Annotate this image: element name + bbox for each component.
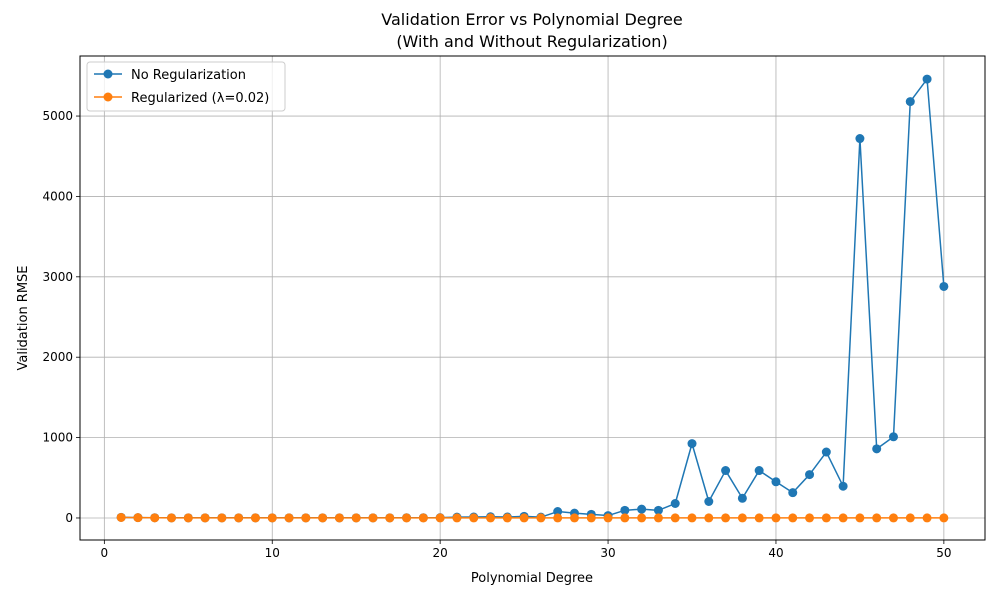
data-point-regularized bbox=[251, 513, 260, 522]
legend-label-regularized: Regularized (λ=0.02) bbox=[131, 91, 269, 106]
data-point-regularized bbox=[217, 513, 226, 522]
legend: No Regularization Regularized (λ=0.02) bbox=[87, 62, 285, 111]
data-point-regularized bbox=[167, 513, 176, 522]
data-point-regularized bbox=[503, 513, 512, 522]
y-tick-label: 5000 bbox=[42, 109, 73, 123]
y-tick-label: 3000 bbox=[42, 270, 73, 284]
y-tick-label: 4000 bbox=[42, 189, 73, 203]
data-point-regularized bbox=[839, 513, 848, 522]
data-point-no-regularization bbox=[755, 466, 764, 475]
x-tick-label: 20 bbox=[433, 546, 448, 560]
data-point-regularized bbox=[738, 513, 747, 522]
data-point-no-regularization bbox=[671, 499, 680, 508]
data-point-regularized bbox=[805, 513, 814, 522]
data-point-regularized bbox=[704, 513, 713, 522]
data-point-regularized bbox=[721, 513, 730, 522]
data-point-no-regularization bbox=[822, 448, 831, 457]
data-point-regularized bbox=[587, 513, 596, 522]
data-point-no-regularization bbox=[721, 466, 730, 475]
legend-label-no-regularization: No Regularization bbox=[131, 68, 246, 83]
data-point-no-regularization bbox=[788, 488, 797, 497]
data-point-regularized bbox=[402, 513, 411, 522]
data-point-no-regularization bbox=[637, 505, 646, 514]
data-point-regularized bbox=[604, 513, 613, 522]
data-point-regularized bbox=[688, 513, 697, 522]
data-point-no-regularization bbox=[855, 134, 864, 143]
data-point-regularized bbox=[318, 513, 327, 522]
chart-subtitle: (With and Without Regularization) bbox=[396, 32, 667, 51]
data-point-no-regularization bbox=[872, 444, 881, 453]
data-point-regularized bbox=[520, 513, 529, 522]
chart-title: Validation Error vs Polynomial Degree bbox=[381, 10, 682, 29]
y-tick-label: 2000 bbox=[42, 350, 73, 364]
data-point-no-regularization bbox=[839, 482, 848, 491]
data-point-regularized bbox=[301, 513, 310, 522]
x-tick-label: 0 bbox=[101, 546, 109, 560]
data-point-regularized bbox=[117, 513, 126, 522]
data-point-regularized bbox=[268, 513, 277, 522]
data-point-no-regularization bbox=[738, 494, 747, 503]
data-point-regularized bbox=[368, 513, 377, 522]
data-point-regularized bbox=[486, 513, 495, 522]
data-point-regularized bbox=[536, 513, 545, 522]
data-point-no-regularization bbox=[906, 97, 915, 106]
data-point-regularized bbox=[822, 513, 831, 522]
data-point-regularized bbox=[939, 513, 948, 522]
data-point-no-regularization bbox=[704, 497, 713, 506]
data-point-regularized bbox=[469, 513, 478, 522]
data-point-regularized bbox=[234, 513, 243, 522]
legend-marker-no-regularization bbox=[104, 70, 113, 79]
data-point-regularized bbox=[201, 513, 210, 522]
data-point-regularized bbox=[906, 513, 915, 522]
data-point-no-regularization bbox=[939, 282, 948, 291]
data-point-regularized bbox=[755, 513, 764, 522]
data-point-no-regularization bbox=[889, 432, 898, 441]
data-point-regularized bbox=[654, 513, 663, 522]
x-axis-label: Polynomial Degree bbox=[471, 571, 593, 586]
data-point-regularized bbox=[285, 513, 294, 522]
data-point-regularized bbox=[133, 513, 142, 522]
data-point-regularized bbox=[923, 513, 932, 522]
data-point-regularized bbox=[419, 513, 428, 522]
x-tick-label: 10 bbox=[265, 546, 280, 560]
legend-marker-regularized bbox=[104, 93, 113, 102]
data-point-regularized bbox=[385, 513, 394, 522]
data-point-regularized bbox=[352, 513, 361, 522]
x-tick-label: 40 bbox=[768, 546, 783, 560]
data-point-regularized bbox=[637, 513, 646, 522]
data-point-no-regularization bbox=[805, 470, 814, 479]
data-point-no-regularization bbox=[688, 439, 697, 448]
data-point-regularized bbox=[184, 513, 193, 522]
data-point-regularized bbox=[771, 513, 780, 522]
data-point-regularized bbox=[553, 513, 562, 522]
data-point-regularized bbox=[872, 513, 881, 522]
data-point-no-regularization bbox=[923, 75, 932, 84]
data-point-regularized bbox=[452, 513, 461, 522]
data-point-no-regularization bbox=[771, 477, 780, 486]
data-point-regularized bbox=[889, 513, 898, 522]
data-point-regularized bbox=[620, 513, 629, 522]
data-point-regularized bbox=[671, 513, 680, 522]
x-tick-label: 30 bbox=[600, 546, 615, 560]
data-point-regularized bbox=[335, 513, 344, 522]
data-point-regularized bbox=[150, 513, 159, 522]
y-tick-label: 0 bbox=[65, 511, 73, 525]
data-point-regularized bbox=[570, 513, 579, 522]
x-tick-label: 50 bbox=[936, 546, 951, 560]
data-point-regularized bbox=[855, 513, 864, 522]
data-point-regularized bbox=[788, 513, 797, 522]
data-point-regularized bbox=[436, 513, 445, 522]
y-axis-label: Validation RMSE bbox=[16, 265, 31, 370]
y-tick-label: 1000 bbox=[42, 431, 73, 445]
